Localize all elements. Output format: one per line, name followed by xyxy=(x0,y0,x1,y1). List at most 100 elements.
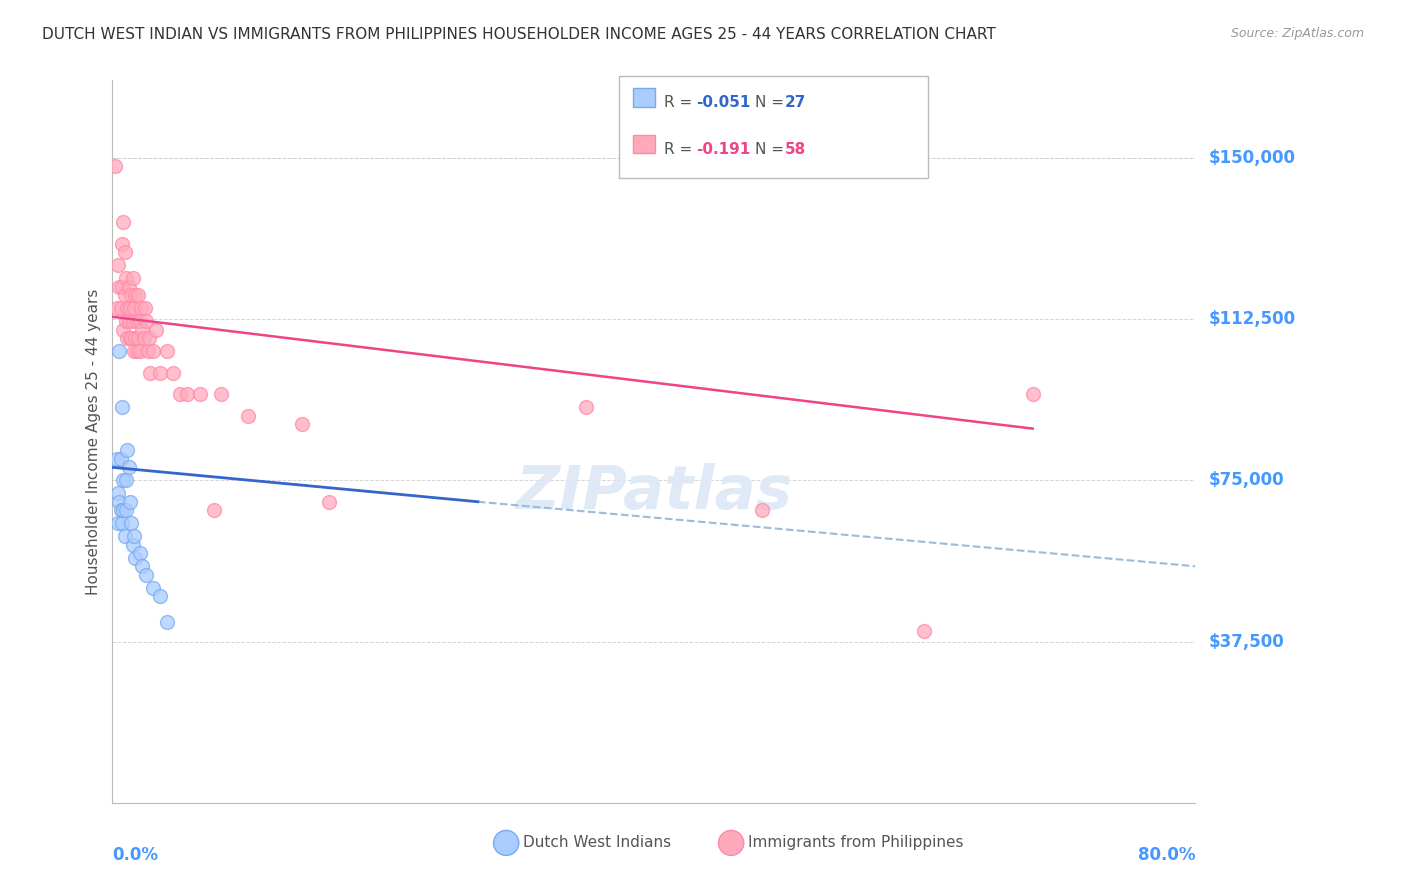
Point xyxy=(107,258,129,272)
Point xyxy=(115,271,138,285)
Point xyxy=(107,486,129,500)
Point xyxy=(112,503,135,517)
Point xyxy=(131,323,153,337)
Point xyxy=(111,236,134,251)
Point xyxy=(190,387,212,401)
Point xyxy=(149,590,172,604)
Point xyxy=(751,503,773,517)
Point xyxy=(291,417,314,432)
Point xyxy=(162,366,184,380)
Text: R =: R = xyxy=(664,142,697,157)
Point xyxy=(120,331,142,345)
Text: 0.0%: 0.0% xyxy=(112,847,159,864)
Point xyxy=(135,314,157,328)
Point xyxy=(112,215,135,229)
Point xyxy=(142,581,165,595)
Text: R =: R = xyxy=(664,95,697,111)
Point xyxy=(117,301,139,316)
Point xyxy=(114,288,136,302)
Point xyxy=(117,331,139,345)
Point xyxy=(114,529,136,543)
Point xyxy=(115,503,138,517)
Text: -0.051: -0.051 xyxy=(696,95,751,111)
Point xyxy=(136,344,159,359)
Point xyxy=(131,559,153,574)
Point xyxy=(112,323,135,337)
Text: $112,500: $112,500 xyxy=(1209,310,1296,328)
Text: N =: N = xyxy=(755,142,789,157)
Point xyxy=(110,301,132,316)
Point xyxy=(124,550,146,565)
Point xyxy=(111,279,134,293)
Point xyxy=(128,546,150,560)
Point xyxy=(122,529,145,543)
Point xyxy=(107,516,129,531)
Point xyxy=(125,314,148,328)
Point xyxy=(128,344,150,359)
Y-axis label: Householder Income Ages 25 - 44 years: Householder Income Ages 25 - 44 years xyxy=(86,288,101,595)
Point xyxy=(121,314,143,328)
Point xyxy=(108,344,131,359)
Point xyxy=(115,314,138,328)
Point xyxy=(114,245,136,260)
Point xyxy=(108,279,131,293)
Text: ZIPatlas: ZIPatlas xyxy=(515,463,793,522)
Point xyxy=(112,473,135,487)
Point xyxy=(145,323,167,337)
Point xyxy=(118,460,141,475)
Text: Source: ZipAtlas.com: Source: ZipAtlas.com xyxy=(1230,27,1364,40)
Point xyxy=(121,538,143,552)
Point xyxy=(121,271,143,285)
Point xyxy=(155,615,177,630)
Point xyxy=(318,494,340,508)
Text: N =: N = xyxy=(755,95,789,111)
Point xyxy=(134,301,156,316)
Text: Immigrants from Philippines: Immigrants from Philippines xyxy=(748,836,963,850)
Point xyxy=(132,331,155,345)
Point xyxy=(202,503,225,517)
Text: -0.191: -0.191 xyxy=(696,142,751,157)
Point xyxy=(110,503,132,517)
Point xyxy=(135,567,157,582)
Point xyxy=(115,473,138,487)
Point xyxy=(149,366,172,380)
Point xyxy=(105,451,128,466)
Point xyxy=(236,409,259,423)
Point xyxy=(110,451,132,466)
Text: $150,000: $150,000 xyxy=(1209,149,1296,167)
Point xyxy=(155,344,177,359)
Point xyxy=(127,331,149,345)
Point xyxy=(120,288,142,302)
Point xyxy=(122,301,145,316)
Text: $37,500: $37,500 xyxy=(1209,632,1285,650)
Point xyxy=(104,159,127,173)
Point xyxy=(108,494,131,508)
Point xyxy=(120,331,142,345)
Point xyxy=(127,288,149,302)
Point xyxy=(120,516,142,531)
Point xyxy=(118,279,141,293)
Text: Dutch West Indians: Dutch West Indians xyxy=(523,836,671,850)
Text: 58: 58 xyxy=(785,142,806,157)
Point xyxy=(129,301,152,316)
Point xyxy=(111,400,134,414)
Point xyxy=(142,344,165,359)
Point xyxy=(124,331,146,345)
Text: 80.0%: 80.0% xyxy=(1137,847,1195,864)
Point xyxy=(124,288,146,302)
Point xyxy=(128,314,150,328)
Text: $75,000: $75,000 xyxy=(1209,471,1285,489)
Point xyxy=(120,301,142,316)
Point xyxy=(176,387,198,401)
Text: 27: 27 xyxy=(785,95,806,111)
Point xyxy=(169,387,191,401)
Point xyxy=(575,400,598,414)
Point xyxy=(138,331,160,345)
Point xyxy=(139,366,162,380)
Point xyxy=(105,301,128,316)
Point xyxy=(209,387,232,401)
Text: DUTCH WEST INDIAN VS IMMIGRANTS FROM PHILIPPINES HOUSEHOLDER INCOME AGES 25 - 44: DUTCH WEST INDIAN VS IMMIGRANTS FROM PHI… xyxy=(42,27,995,42)
Point xyxy=(111,516,134,531)
Point xyxy=(117,443,139,458)
Point xyxy=(914,624,936,638)
